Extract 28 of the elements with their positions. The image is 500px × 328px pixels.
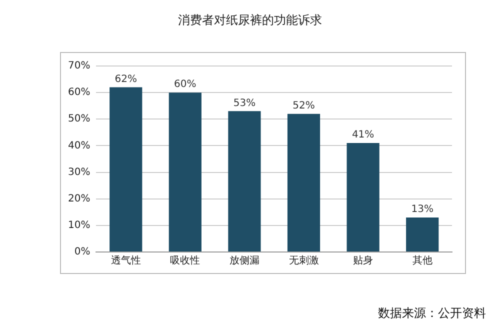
x-tick-label: 吸收性 bbox=[170, 254, 200, 267]
y-tick-label: 30% bbox=[68, 166, 90, 178]
bar bbox=[168, 92, 202, 252]
x-tick-label: 放侧漏 bbox=[229, 254, 260, 267]
y-tick-label: 40% bbox=[68, 140, 90, 152]
y-tick-label: 70% bbox=[68, 60, 90, 72]
y-tick-label: 50% bbox=[68, 114, 90, 125]
data-label: 60% bbox=[174, 79, 196, 90]
y-tick-label: 60% bbox=[68, 87, 90, 98]
data-label: 53% bbox=[233, 98, 256, 109]
data-label: 52% bbox=[292, 100, 315, 112]
source-note: 数据来源：公开资料 bbox=[378, 305, 486, 322]
x-tick-label: 无刺激 bbox=[288, 254, 319, 267]
data-label: 62% bbox=[114, 74, 137, 85]
x-tick-label: 其他 bbox=[412, 254, 432, 267]
bar bbox=[346, 143, 380, 252]
x-tick-label: 贴身 bbox=[353, 254, 374, 267]
bar bbox=[287, 114, 320, 252]
y-tick-label: 0% bbox=[74, 246, 90, 258]
bar bbox=[228, 111, 261, 252]
bar bbox=[110, 87, 142, 252]
data-label: 13% bbox=[411, 204, 434, 216]
data-label: 41% bbox=[352, 130, 374, 141]
y-tick-label: 20% bbox=[68, 193, 90, 204]
chart-title: 消费者对纸尿裤的功能诉求 bbox=[177, 12, 323, 29]
y-tick-label: 10% bbox=[68, 220, 90, 232]
bar bbox=[406, 217, 439, 252]
x-tick-label: 透气性 bbox=[110, 254, 141, 267]
